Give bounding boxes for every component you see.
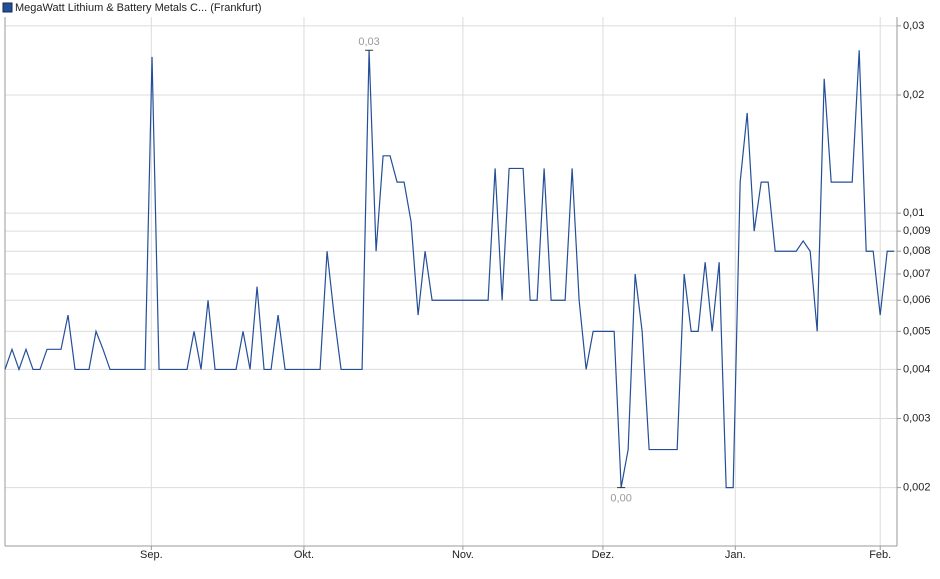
- x-tick-label: Sep.: [140, 549, 163, 561]
- y-tick-label: 0,006: [903, 294, 931, 306]
- y-tick-label: 0,008: [903, 245, 931, 257]
- annotation: 0,03: [358, 36, 379, 48]
- x-tick-label: Okt.: [294, 549, 314, 561]
- y-tick-label: 0,009: [903, 225, 931, 237]
- y-tick-label: 0,02: [903, 89, 924, 101]
- y-tick-label: 0,005: [903, 325, 931, 337]
- y-tick-label: 0,03: [903, 20, 924, 32]
- legend-swatch: [2, 2, 13, 13]
- y-tick-label: 0,007: [903, 268, 931, 280]
- x-tick-label: Dez.: [592, 549, 615, 561]
- x-tick-label: Feb.: [869, 549, 891, 561]
- annotation: 0,00: [610, 493, 631, 505]
- x-tick-label: Jan.: [725, 549, 746, 561]
- y-tick-label: 0,01: [903, 207, 924, 219]
- legend-label: MegaWatt Lithium & Battery Metals C... (…: [15, 2, 262, 14]
- y-tick-label: 0,002: [903, 482, 931, 494]
- y-tick-label: 0,003: [903, 412, 931, 424]
- line-series: [4, 50, 895, 489]
- y-tick-label: 0,004: [903, 363, 931, 375]
- x-tick-label: Nov.: [452, 549, 474, 561]
